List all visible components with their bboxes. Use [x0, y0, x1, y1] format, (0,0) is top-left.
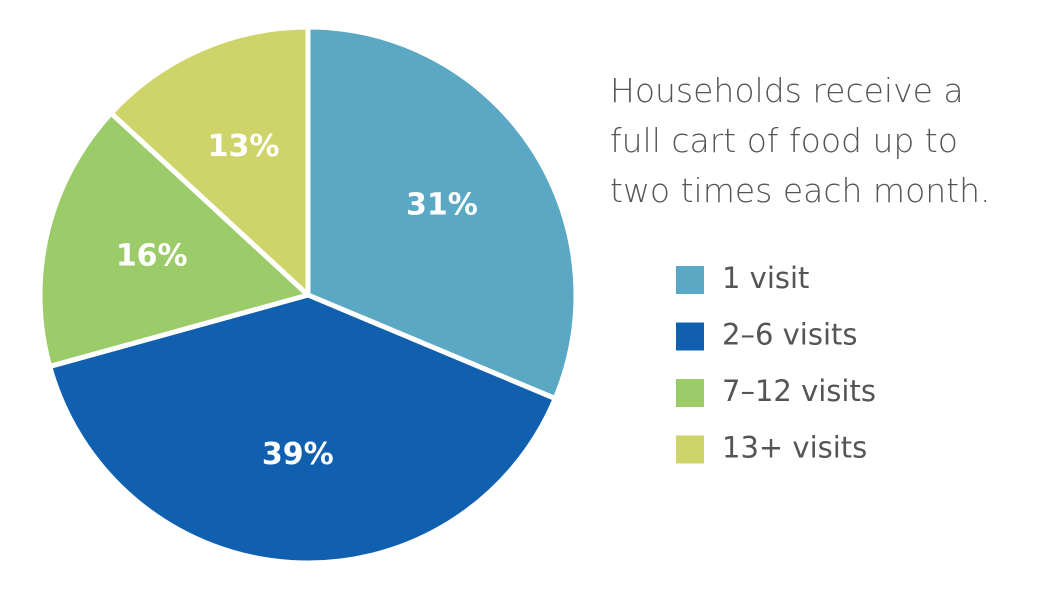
legend-label: 13+ visits	[722, 431, 867, 465]
legend-label: 2–6 visits	[722, 318, 857, 352]
legend-swatch	[676, 379, 704, 407]
pie-slice	[47, 292, 558, 566]
legend-swatch	[676, 435, 704, 464]
value-label: 39%	[262, 437, 334, 472]
value-label: 31%	[406, 187, 478, 222]
legend-label: 1 visit	[722, 261, 809, 295]
legend-swatch	[676, 322, 704, 351]
legend-label: 7–12 visits	[722, 374, 876, 408]
value-label: 13%	[208, 129, 280, 164]
chart-title: Households receive a full cart of food u…	[610, 71, 991, 210]
legend-swatch	[676, 266, 704, 294]
pie-slice	[305, 24, 579, 402]
value-label: 16%	[116, 239, 188, 274]
pie-slice	[37, 110, 311, 369]
pie-slice	[108, 24, 311, 298]
